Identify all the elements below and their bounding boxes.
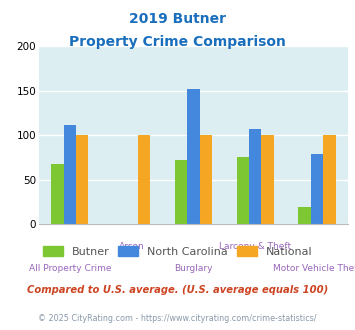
- Text: All Property Crime: All Property Crime: [29, 264, 111, 273]
- Bar: [237, 157, 249, 224]
- Text: 2019 Butner: 2019 Butner: [129, 12, 226, 25]
- Text: © 2025 CityRating.com - https://www.cityrating.com/crime-statistics/: © 2025 CityRating.com - https://www.city…: [38, 314, 317, 323]
- Bar: [76, 135, 88, 224]
- Bar: [64, 125, 76, 224]
- Text: Larceny & Theft: Larceny & Theft: [219, 242, 291, 251]
- Bar: [187, 89, 200, 224]
- Bar: [200, 135, 212, 224]
- Text: Arson: Arson: [119, 242, 144, 251]
- Bar: [249, 129, 261, 224]
- Bar: [138, 135, 150, 224]
- Bar: [175, 160, 187, 224]
- Text: Property Crime Comparison: Property Crime Comparison: [69, 35, 286, 49]
- Text: Burglary: Burglary: [174, 264, 213, 273]
- Bar: [51, 164, 64, 224]
- Text: Compared to U.S. average. (U.S. average equals 100): Compared to U.S. average. (U.S. average …: [27, 285, 328, 295]
- Bar: [261, 135, 274, 224]
- Bar: [323, 135, 335, 224]
- Text: Motor Vehicle Theft: Motor Vehicle Theft: [273, 264, 355, 273]
- Bar: [311, 154, 323, 224]
- Bar: [299, 208, 311, 224]
- Legend: Butner, North Carolina, National: Butner, North Carolina, National: [38, 242, 317, 261]
